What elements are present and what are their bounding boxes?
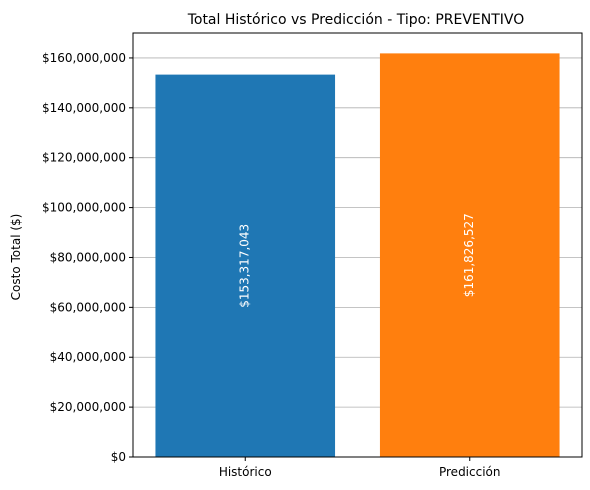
x-tick-label: Predicción bbox=[439, 465, 501, 479]
y-tick-label: $40,000,000 bbox=[50, 350, 126, 364]
y-tick-label: $160,000,000 bbox=[42, 51, 126, 65]
bar bbox=[379, 53, 560, 457]
plot-frame bbox=[132, 32, 583, 458]
bars bbox=[155, 53, 560, 458]
y-tick-label: $120,000,000 bbox=[42, 151, 126, 165]
y-tick-label: $80,000,000 bbox=[50, 250, 126, 264]
chart-title: Total Histórico vs Predicción - Tipo: PR… bbox=[187, 12, 525, 28]
y-axis-label: Costo Total ($) bbox=[9, 214, 23, 301]
y-tick-label: $140,000,000 bbox=[42, 101, 126, 115]
bar bbox=[155, 74, 336, 458]
y-tick-label: $0 bbox=[111, 450, 126, 464]
y-tick-label: $60,000,000 bbox=[50, 300, 126, 314]
y-axis-ticks: $0 $20,000,000 $40,000,000 $60,000,000 $80,0… bbox=[42, 51, 133, 464]
bar-value-label: $153,317,043 bbox=[238, 224, 252, 308]
x-tick-label: Histórico bbox=[219, 465, 272, 479]
bar-value-label: $161,826,527 bbox=[462, 213, 476, 297]
x-axis-ticks: Histórico Predicción bbox=[219, 457, 501, 479]
data-labels: $153,317,043 $161,826,527 bbox=[238, 213, 477, 308]
y-tick-label: $100,000,000 bbox=[42, 201, 126, 215]
y-tick-label: $20,000,000 bbox=[50, 400, 126, 414]
